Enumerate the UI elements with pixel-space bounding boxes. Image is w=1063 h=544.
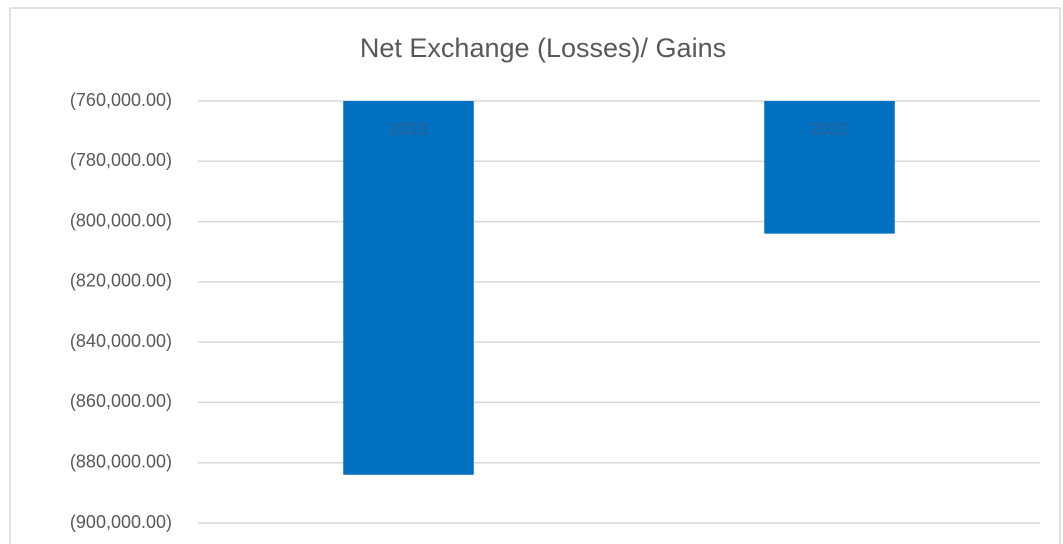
- y-tick-label: (760,000.00): [70, 90, 172, 110]
- bar: [764, 101, 895, 234]
- y-tick-label: (840,000.00): [70, 331, 172, 351]
- y-tick-label: (900,000.00): [70, 512, 172, 532]
- y-tick-label: (860,000.00): [70, 391, 172, 411]
- chart-title: Net Exchange (Losses)/ Gains: [360, 33, 726, 63]
- chart-border: [9, 7, 1061, 544]
- y-tick-label: (780,000.00): [70, 150, 172, 170]
- bar: [343, 101, 474, 475]
- y-tick-label: (820,000.00): [70, 271, 172, 291]
- y-tick-label: (880,000.00): [70, 451, 172, 471]
- category-label: 2022: [811, 119, 849, 138]
- category-label: 2023: [390, 119, 428, 138]
- y-tick-label: (800,000.00): [70, 210, 172, 230]
